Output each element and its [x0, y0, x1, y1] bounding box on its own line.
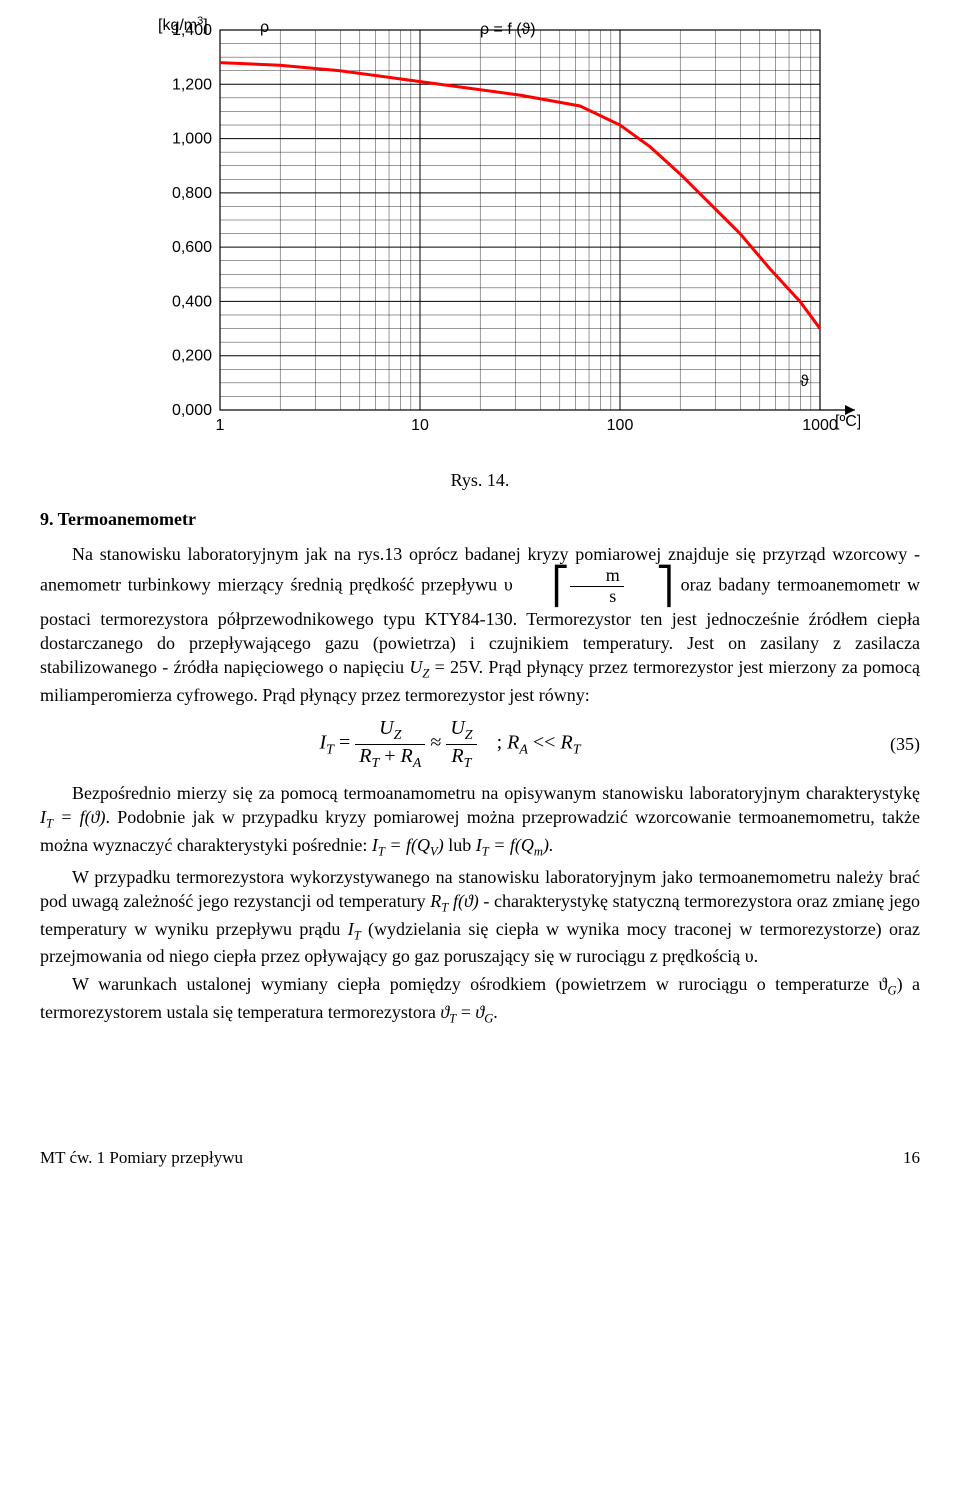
svg-text:0,600: 0,600 — [172, 239, 212, 256]
figure-caption: Rys. 14. — [40, 470, 920, 491]
svg-text:0,200: 0,200 — [172, 348, 212, 365]
x-unit-label: [ºC] — [835, 413, 860, 430]
footer-page-number: 16 — [903, 1148, 920, 1168]
paragraph-4: W warunkach ustalonej wymiany ciepła pom… — [40, 972, 920, 1027]
svg-text:100: 100 — [607, 417, 634, 434]
paragraph-3: W przypadku termorezystora wykorzystywan… — [40, 865, 920, 969]
paragraph-2: Bezpośrednio mierzy się za pomocą termoa… — [40, 781, 920, 860]
curve-label: ρ = f (ϑ) — [480, 21, 536, 38]
svg-text:1,000: 1,000 — [172, 131, 212, 148]
rho-symbol: ρ — [260, 19, 269, 36]
svg-text:1: 1 — [216, 417, 225, 434]
eq-number-35: (35) — [860, 734, 920, 755]
svg-text:0,800: 0,800 — [172, 185, 212, 202]
page-footer: MT ćw. 1 Pomiary przepływu 16 — [40, 1148, 920, 1168]
paragraph-1: Na stanowisku laboratoryjnym jak na rys.… — [40, 542, 920, 707]
chart-svg: 0,0000,2000,4000,6000,8001,0001,2001,400… — [100, 10, 860, 450]
section-heading: 9. Termoanemometr — [40, 509, 920, 530]
footer-left: MT ćw. 1 Pomiary przepływu — [40, 1148, 243, 1168]
density-chart: 0,0000,2000,4000,6000,8001,0001,2001,400… — [100, 10, 860, 450]
svg-text:0,400: 0,400 — [172, 293, 212, 310]
svg-text:1000: 1000 — [802, 417, 838, 434]
svg-text:0,000: 0,000 — [172, 402, 212, 419]
equation-35: IT = UZ RT + RA ≈ UZ RT ; RA << RT (35) — [40, 717, 920, 771]
svg-text:10: 10 — [411, 417, 429, 434]
svg-text:1,200: 1,200 — [172, 76, 212, 93]
theta-symbol: ϑ — [800, 373, 809, 390]
